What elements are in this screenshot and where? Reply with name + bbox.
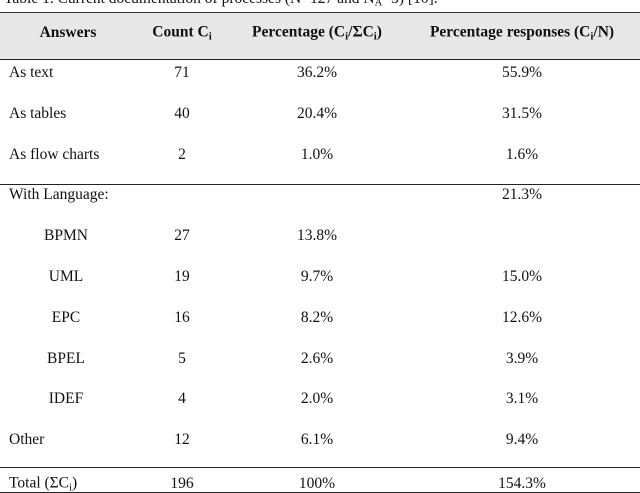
row-rule (0, 184, 640, 185)
table-cell: 31.5% (501, 104, 543, 122)
table-cell: BPEL (47, 349, 85, 367)
text-segment: Table 1. Current documentation of proces… (4, 0, 375, 7)
total-cell: 196 (170, 475, 194, 492)
total-cell: 100% (298, 475, 336, 492)
table-cell: 1.6% (505, 145, 539, 163)
table-cell: 40 (174, 104, 190, 122)
subscript: i (590, 30, 594, 43)
table-cell: 16 (174, 308, 190, 326)
text-segment: Percentage responses (C (429, 23, 591, 41)
subscript: i (69, 481, 73, 493)
subscript: i (208, 30, 212, 43)
text-segment: Percentage (C (252, 23, 346, 41)
text-segment: Count C (152, 23, 209, 41)
table-cell: 15.0% (501, 268, 543, 285)
table-cell: 3.1% (505, 390, 539, 408)
table-cell: With Language: (9, 186, 109, 204)
table-cell: 9.4% (505, 431, 539, 449)
table-cell: 2.6% (300, 349, 334, 367)
table-cell: 8.2% (300, 308, 334, 326)
total-cell: Total (ΣCi) (9, 475, 77, 493)
table-cell: 6.1% (300, 431, 334, 449)
header-band (0, 12, 640, 60)
subscript: i (345, 30, 349, 43)
table-cell: IDEF (48, 390, 84, 408)
table-cell: BPMN (44, 227, 88, 245)
header-cell: Percentage (Ci/ΣCi) (252, 24, 382, 43)
table-cell: 9.7% (300, 268, 334, 285)
table-cell: As tables (9, 104, 67, 122)
table-cell: 55.9% (501, 64, 543, 81)
table-cell: As text (9, 64, 54, 81)
row-rule (0, 467, 640, 468)
table-cell: 19 (174, 268, 190, 285)
table-cell: As flow charts (9, 145, 100, 163)
header-cell: Percentage responses (Ci/N) (430, 24, 614, 43)
table-cell: Other (9, 431, 45, 449)
table-cell: 4 (178, 390, 186, 408)
table-cell: 20.4% (296, 104, 338, 122)
text-segment: =3) [10]. (382, 0, 437, 7)
header-cell: Answers (40, 24, 97, 42)
table-cell: 5 (178, 349, 186, 367)
text-segment: /N) (593, 23, 615, 41)
table-cell: 1.0% (300, 145, 334, 163)
table-cell: UML (48, 268, 84, 285)
subscript: i (373, 30, 377, 43)
text-segment: ) (376, 23, 382, 41)
table-cell: 21.3% (501, 186, 543, 204)
table-cell: 13.8% (296, 227, 338, 245)
table-cell: 71 (174, 64, 190, 81)
text-segment: Answers (39, 24, 97, 41)
table-cell: 2 (178, 145, 186, 163)
text-segment: Total (ΣC (9, 474, 70, 492)
text-segment: /ΣC (348, 23, 374, 41)
header-cell: Count Ci (152, 24, 211, 43)
subscript: A (374, 0, 383, 9)
table-cell: 2.0% (300, 390, 334, 408)
text-segment: ) (72, 474, 78, 492)
table-cell: EPC (51, 308, 81, 326)
table-cell: 3.9% (505, 349, 539, 367)
table-cell: 12 (174, 431, 190, 449)
table-cell: 27 (174, 227, 190, 245)
table-caption: Table 1. Current documentation of proces… (4, 0, 438, 9)
table-cell: 12.6% (501, 308, 543, 326)
total-cell: 154.3% (498, 475, 546, 492)
table-cell: 36.2% (296, 64, 338, 81)
